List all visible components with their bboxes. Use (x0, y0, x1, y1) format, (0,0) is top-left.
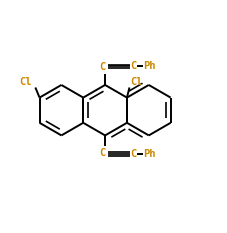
Text: Cl: Cl (20, 77, 32, 87)
Text: C: C (99, 148, 106, 158)
Text: Ph: Ph (143, 62, 155, 72)
Text: C: C (130, 149, 137, 159)
Text: Ph: Ph (143, 149, 155, 159)
Text: C: C (99, 62, 106, 72)
Text: Cl: Cl (130, 77, 143, 87)
Text: C: C (130, 62, 137, 72)
